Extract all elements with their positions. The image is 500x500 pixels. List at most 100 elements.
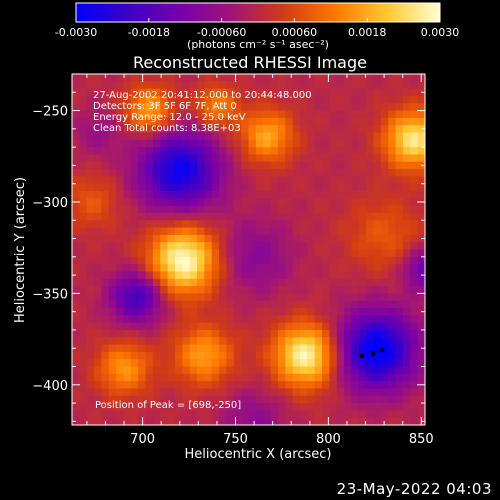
- heatmap-cell: [329, 373, 338, 382]
- heatmap-cell: [189, 249, 198, 258]
- heatmap-cell: [277, 147, 286, 155]
- heatmap-cell: [366, 381, 375, 389]
- y-axis: −250−300−350−400: [32, 73, 425, 422]
- heatmap-cell: [292, 366, 301, 375]
- heatmap-cell: [204, 381, 213, 389]
- heatmap-cell: [336, 227, 345, 236]
- heatmap-cell: [380, 381, 389, 389]
- heatmap-cell: [189, 278, 198, 287]
- heatmap-cell: [130, 359, 139, 367]
- heatmap-cell: [174, 337, 183, 346]
- heatmap-cell: [322, 242, 330, 250]
- heatmap-cell: [255, 278, 264, 287]
- heatmap-cell: [79, 351, 88, 360]
- heatmap-cell: [145, 359, 154, 367]
- heatmap-cell: [255, 315, 264, 324]
- heatmap-cell: [152, 132, 161, 141]
- heatmap-cell: [189, 154, 198, 163]
- heatmap-cell: [255, 322, 264, 331]
- heatmap-cell: [138, 234, 147, 243]
- heatmap-cell: [211, 220, 220, 229]
- heatmap-cell: [189, 242, 198, 250]
- heatmap-cell: [395, 388, 404, 397]
- heatmap-cell: [86, 139, 95, 148]
- heatmap-cell: [395, 191, 404, 199]
- heatmap-cell: [285, 139, 294, 148]
- heatmap-cell: [182, 227, 191, 236]
- heatmap-cell: [101, 125, 110, 133]
- heatmap-cell: [292, 227, 301, 236]
- heatmap-cell: [116, 286, 124, 294]
- heatmap-cell: [101, 132, 110, 141]
- heatmap-cell: [130, 381, 139, 389]
- heatmap-cell: [241, 264, 249, 272]
- heatmap-cell: [373, 293, 382, 302]
- heatmap-cell: [388, 264, 397, 272]
- heatmap-cell: [380, 388, 389, 397]
- heatmap-cell: [351, 300, 360, 309]
- heatmap-cell: [241, 198, 249, 207]
- heatmap-cell: [388, 147, 397, 155]
- heatmap-cell: [116, 183, 124, 192]
- heatmap-cell: [167, 125, 176, 133]
- heatmap-cell: [241, 381, 249, 389]
- heatmap-cell: [380, 234, 389, 243]
- heatmap-cell: [233, 308, 242, 316]
- heatmap-cell: [395, 154, 404, 163]
- heatmap-cell: [292, 81, 301, 90]
- heatmap-cell: [167, 308, 176, 316]
- heatmap-cell: [101, 271, 110, 280]
- heatmap-cell: [248, 132, 257, 141]
- heatmap-cell: [380, 271, 389, 280]
- heatmap-cell: [248, 403, 257, 411]
- heatmap-cell: [167, 95, 176, 104]
- heatmap-cell: [402, 344, 411, 353]
- heatmap-cell: [72, 110, 80, 119]
- heatmap-cell: [292, 212, 301, 221]
- heatmap-cell: [130, 293, 139, 302]
- heatmap-cell: [167, 154, 176, 163]
- heatmap-cell: [94, 373, 102, 382]
- y-tick-label: −350: [32, 287, 68, 302]
- heatmap-cell: [248, 191, 257, 199]
- heatmap-cell: [255, 81, 264, 90]
- heatmap-cell: [86, 410, 95, 419]
- heatmap-cell: [174, 344, 183, 353]
- heatmap-cell: [314, 154, 323, 163]
- heatmap-cell: [138, 220, 147, 229]
- heatmap-cell: [255, 161, 264, 170]
- heatmap-cell: [130, 373, 139, 382]
- heatmap-cell: [79, 322, 88, 331]
- heatmap-cell: [241, 351, 249, 360]
- heatmap-cell: [395, 403, 404, 411]
- heatmap-cell: [116, 125, 124, 133]
- heatmap-cell: [314, 242, 323, 250]
- heatmap-cell: [329, 337, 338, 346]
- heatmap-cell: [79, 293, 88, 302]
- heatmap-cell: [130, 132, 139, 141]
- heatmap-cell: [94, 227, 102, 236]
- heatmap-cell: [248, 417, 257, 425]
- heatmap-cell: [248, 329, 257, 338]
- heatmap-cell: [167, 249, 176, 258]
- heatmap-cell: [277, 366, 286, 375]
- heatmap-cell: [138, 286, 147, 294]
- heatmap-cell: [329, 242, 338, 250]
- heatmap-cell: [72, 322, 80, 331]
- heatmap-cell: [248, 256, 257, 265]
- heatmap-cell: [410, 417, 419, 425]
- heatmap-cell: [94, 95, 102, 104]
- heatmap-cell: [314, 337, 323, 346]
- heatmap-cell: [402, 249, 411, 258]
- heatmap-cell: [299, 198, 308, 207]
- heatmap-cell: [197, 322, 205, 331]
- heatmap-cell: [182, 403, 191, 411]
- heatmap-cell: [197, 286, 205, 294]
- heatmap-cell: [219, 329, 227, 338]
- heatmap-cell: [270, 249, 279, 258]
- heatmap-cell: [344, 220, 352, 229]
- heatmap-cell: [123, 227, 132, 236]
- heatmap-cell: [145, 139, 154, 148]
- heatmap-cell: [116, 147, 124, 155]
- heatmap-cell: [145, 81, 154, 90]
